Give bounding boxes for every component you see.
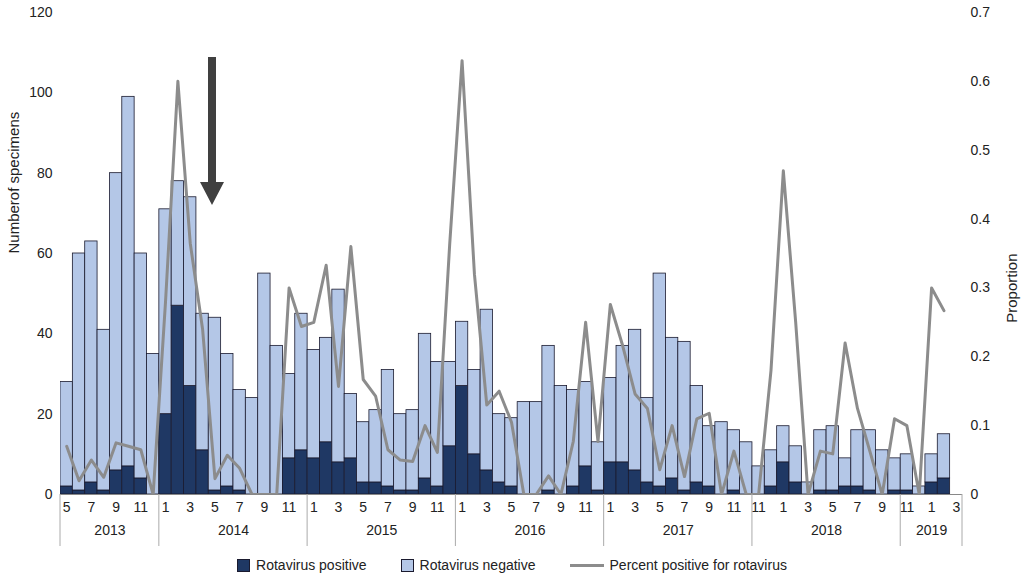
svg-text:1: 1 (310, 499, 318, 515)
svg-text:2017: 2017 (663, 522, 694, 538)
svg-text:7: 7 (87, 499, 95, 515)
svg-text:3: 3 (631, 499, 639, 515)
svg-text:11: 11 (578, 499, 593, 515)
svg-text:2014: 2014 (218, 522, 249, 538)
svg-text:1: 1 (162, 499, 170, 515)
svg-text:11: 11 (430, 499, 445, 515)
svg-text:11: 11 (751, 499, 766, 515)
svg-text:3: 3 (335, 499, 343, 515)
svg-text:60: 60 (37, 245, 53, 261)
svg-text:7: 7 (854, 499, 862, 515)
svg-text:2019: 2019 (916, 522, 947, 538)
svg-text:11: 11 (727, 499, 742, 515)
svg-text:9: 9 (409, 499, 417, 515)
svg-text:Numberof specimens: Numberof specimens (5, 112, 22, 254)
svg-text:0.1: 0.1 (971, 417, 991, 433)
html-text:Percent positive for rotavirus: Percent positive for rotavirus (609, 557, 787, 573)
svg-text:7: 7 (532, 499, 540, 515)
svg-text:0.6: 0.6 (971, 73, 991, 89)
svg-text:0.4: 0.4 (971, 211, 991, 227)
svg-text:2016: 2016 (514, 522, 545, 538)
svg-text:1: 1 (458, 499, 466, 515)
svg-text:1: 1 (606, 499, 614, 515)
svg-text:80: 80 (37, 165, 53, 181)
svg-text:100: 100 (29, 84, 53, 100)
svg-text:1: 1 (779, 499, 787, 515)
svg-text:9: 9 (878, 499, 886, 515)
svg-text:11: 11 (282, 499, 297, 515)
svg-text:7: 7 (236, 499, 244, 515)
svg-text:5: 5 (829, 499, 837, 515)
svg-text:0.7: 0.7 (971, 4, 991, 20)
svg-text:0.3: 0.3 (971, 279, 991, 295)
svg-text:7: 7 (384, 499, 392, 515)
svg-text:5: 5 (211, 499, 219, 515)
svg-text:3: 3 (804, 499, 812, 515)
svg-text:2015: 2015 (366, 522, 397, 538)
svg-text:5: 5 (656, 499, 664, 515)
svg-text:3: 3 (952, 499, 960, 515)
html-text:Rotavirus negative: Rotavirus negative (419, 557, 536, 573)
svg-text:120: 120 (29, 4, 53, 20)
svg-text:9: 9 (557, 499, 565, 515)
svg-text:20: 20 (37, 406, 53, 422)
svg-text:1: 1 (928, 499, 936, 515)
svg-text:9: 9 (260, 499, 268, 515)
svg-text:2018: 2018 (811, 522, 842, 538)
svg-text:5: 5 (359, 499, 367, 515)
svg-text:0.2: 0.2 (971, 348, 991, 364)
svg-text:11: 11 (134, 499, 149, 515)
svg-text:5: 5 (508, 499, 516, 515)
svg-text:7: 7 (681, 499, 689, 515)
svg-text:9: 9 (705, 499, 713, 515)
html-text:Rotavirus positive: Rotavirus positive (256, 557, 367, 573)
svg-text:11: 11 (900, 499, 915, 515)
svg-text:0: 0 (45, 486, 53, 502)
svg-text:3: 3 (483, 499, 491, 515)
svg-text:0.5: 0.5 (971, 142, 991, 158)
svg-text:0: 0 (971, 486, 979, 502)
svg-text:40: 40 (37, 325, 53, 341)
svg-text:3: 3 (186, 499, 194, 515)
svg-text:9: 9 (112, 499, 120, 515)
svg-text:Proportion: Proportion (1003, 254, 1020, 323)
svg-text:5: 5 (63, 499, 71, 515)
svg-text:2013: 2013 (94, 522, 125, 538)
